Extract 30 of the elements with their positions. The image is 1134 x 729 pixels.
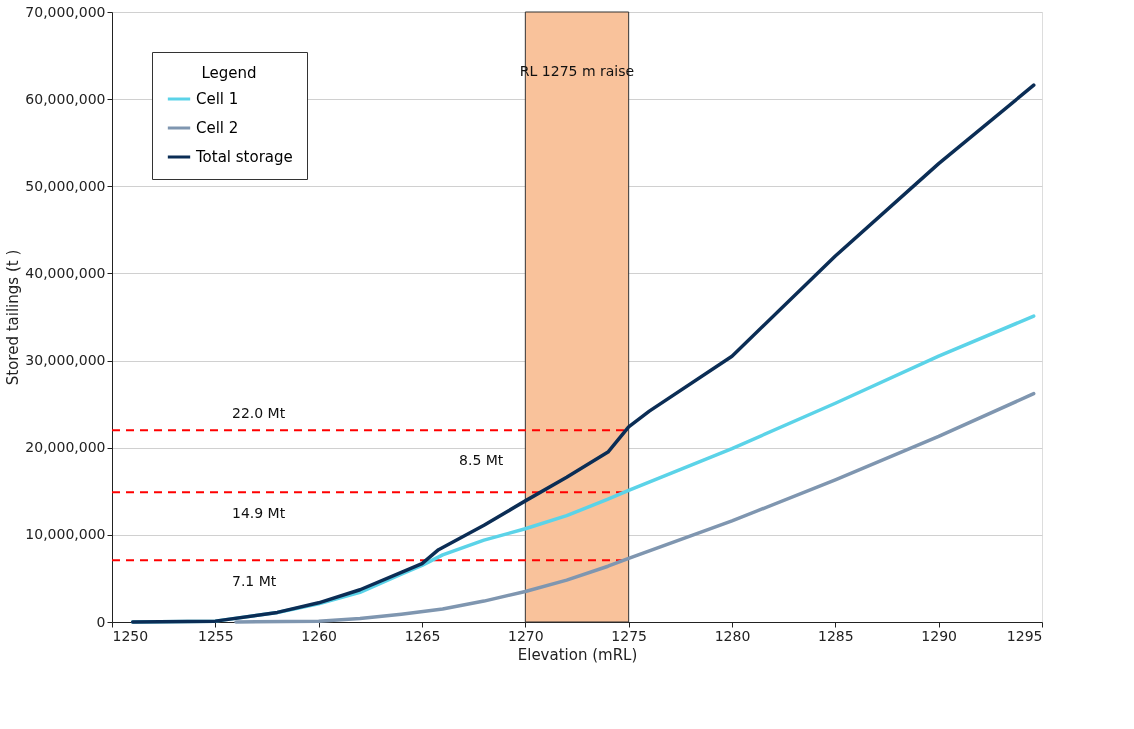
annotation: 8.5 Mt: [459, 452, 504, 469]
x-tick-label: 1280: [714, 627, 751, 644]
line-series: [234, 391, 1036, 624]
legend-label: Cell 1: [196, 90, 239, 108]
x-tick-label: 1260: [301, 627, 337, 644]
x-tick-label: 1295: [1006, 627, 1043, 644]
y-tick-label: 60,000,000: [25, 90, 106, 107]
ref-line-label: 7.1 Mt: [232, 573, 277, 590]
legend-title: Legend: [201, 64, 257, 82]
x-tick-label: 1265: [404, 627, 441, 644]
legend-label: Cell 2: [196, 119, 239, 137]
y-tick-label: 20,000,000: [25, 439, 106, 456]
x-tick-label: 1275: [611, 627, 647, 644]
legend-label: Total storage: [195, 148, 293, 166]
ref-line-label: 22.0 Mt: [232, 405, 286, 422]
y-tick-label: 70,000,000: [25, 3, 106, 20]
line-series: [130, 83, 1036, 624]
y-tick-label: 40,000,000: [25, 264, 106, 281]
ref-line-label: 14.9 Mt: [232, 505, 286, 522]
y-tick-label: 30,000,000: [25, 352, 106, 369]
y-axis-title: Stored tailings (t ): [4, 249, 23, 386]
y-tick-label: 50,000,000: [25, 177, 106, 194]
x-tick-label: 1285: [818, 627, 854, 644]
x-tick-label: 1250: [112, 627, 149, 644]
x-axis-title: Elevation (mRL): [517, 645, 638, 664]
x-tick-label: 1270: [508, 627, 544, 644]
y-tick-label: 10,000,000: [25, 526, 106, 543]
x-tick-label: 1255: [198, 627, 234, 644]
x-tick-label: 1290: [921, 627, 957, 644]
y-tick-label: 0: [96, 613, 106, 630]
